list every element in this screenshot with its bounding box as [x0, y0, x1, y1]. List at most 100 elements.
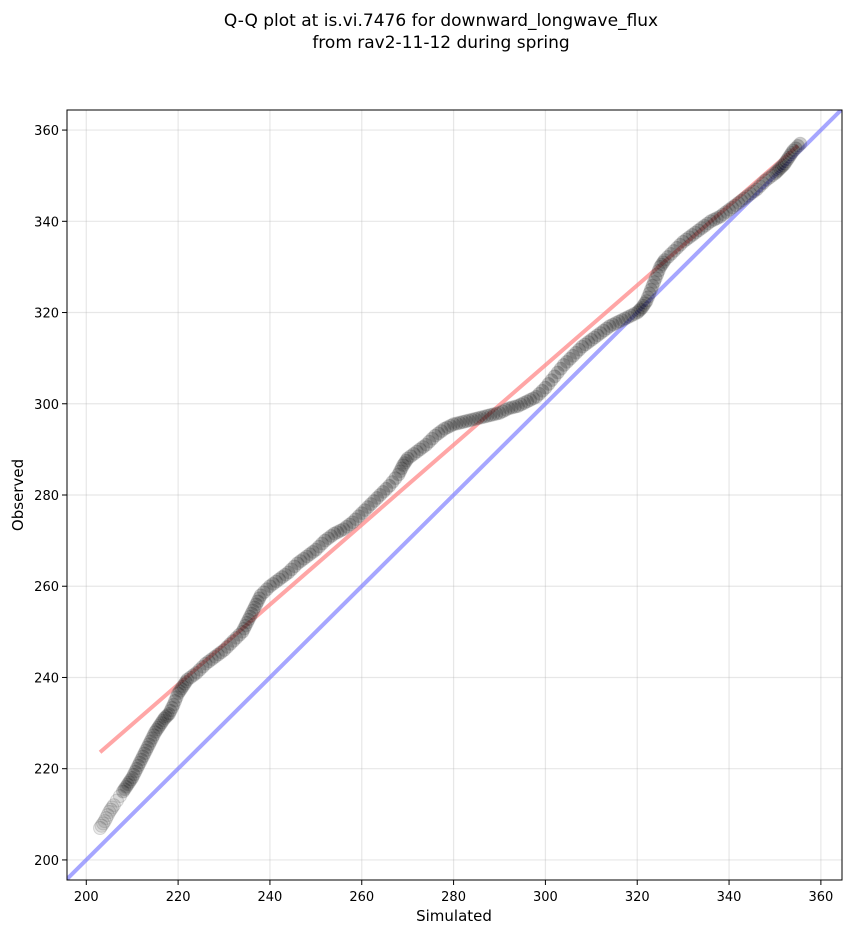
data-point [793, 136, 808, 151]
data-point [731, 196, 746, 211]
data-point [572, 342, 587, 357]
data-point [461, 413, 476, 428]
data-point [400, 451, 415, 466]
data-point [232, 627, 247, 642]
data-point [634, 300, 649, 315]
data-point [706, 212, 721, 227]
data-point [391, 467, 406, 482]
data-point [775, 158, 790, 173]
data-point [134, 752, 149, 767]
data-point [419, 437, 434, 452]
y-tick-label: 300 [34, 398, 59, 413]
data-point [204, 652, 219, 667]
x-tick-label: 320 [625, 890, 650, 905]
data-point [624, 308, 639, 323]
data-point [599, 321, 614, 336]
data-point [480, 408, 495, 423]
data-point [324, 529, 339, 544]
data-point [100, 808, 115, 823]
data-point [151, 720, 166, 735]
x-axis-label: Simulated [416, 907, 492, 925]
data-point [126, 767, 141, 782]
data-point [148, 725, 163, 740]
data-point [220, 640, 235, 655]
data-point [354, 506, 369, 521]
data-point [718, 205, 733, 220]
data-point [103, 802, 118, 817]
data-point [122, 775, 137, 790]
data-point [492, 405, 507, 420]
data-point [376, 484, 391, 499]
data-point [250, 594, 265, 609]
identity-line [67, 110, 842, 880]
data-point [154, 716, 169, 731]
data-point [198, 656, 213, 671]
x-tick-label: 200 [74, 890, 99, 905]
data-point [541, 377, 556, 392]
data-point [287, 559, 302, 574]
fit-line [98, 144, 800, 754]
data-point [471, 411, 486, 426]
data-point [246, 603, 261, 618]
data-point [553, 361, 568, 376]
data-point [137, 746, 152, 761]
data-point [647, 275, 662, 290]
data-point [207, 649, 222, 664]
data-point [138, 743, 153, 758]
data-point [783, 148, 798, 163]
data-point [171, 686, 186, 701]
data-point [399, 453, 414, 468]
data-point [651, 263, 666, 278]
data-point [172, 684, 187, 699]
data-point [247, 600, 262, 615]
data-point [781, 150, 796, 165]
data-point [516, 396, 531, 411]
y-tick-label: 320 [34, 307, 59, 322]
y-axis-label: Observed [9, 459, 27, 531]
data-point [737, 191, 752, 206]
data-point [556, 357, 571, 372]
data-point [513, 397, 528, 412]
data-point [559, 354, 574, 369]
data-point [412, 442, 427, 457]
data-point [314, 536, 329, 551]
data-point [164, 700, 179, 715]
data-point [650, 267, 665, 282]
data-point [131, 758, 146, 773]
data-point [653, 259, 668, 274]
data-point [642, 286, 657, 301]
data-point [639, 294, 654, 309]
data-point [636, 298, 651, 313]
data-point [293, 554, 308, 569]
data-point [318, 533, 333, 548]
data-point [178, 675, 193, 690]
data-point [342, 517, 357, 532]
data-point [244, 606, 259, 621]
x-tick-label: 280 [441, 890, 466, 905]
data-point [725, 200, 740, 215]
data-point [163, 703, 178, 718]
data-point [778, 155, 793, 170]
data-point [749, 182, 764, 197]
x-tick-label: 260 [349, 890, 374, 905]
data-point [409, 444, 424, 459]
data-point [437, 421, 452, 436]
data-point [259, 582, 274, 597]
data-point [602, 319, 617, 334]
data-point [743, 186, 758, 201]
data-point [175, 679, 190, 694]
data-point [631, 304, 646, 319]
data-point [565, 348, 580, 363]
data-point [761, 170, 776, 185]
data-point [99, 811, 114, 826]
data-point [256, 585, 271, 600]
data-point [106, 798, 121, 813]
data-point [777, 157, 792, 172]
data-point [788, 141, 803, 156]
data-point [146, 728, 161, 743]
data-point [135, 749, 150, 764]
data-point [142, 737, 157, 752]
y-tick-label: 280 [34, 489, 59, 504]
x-tick-label: 340 [717, 890, 742, 905]
